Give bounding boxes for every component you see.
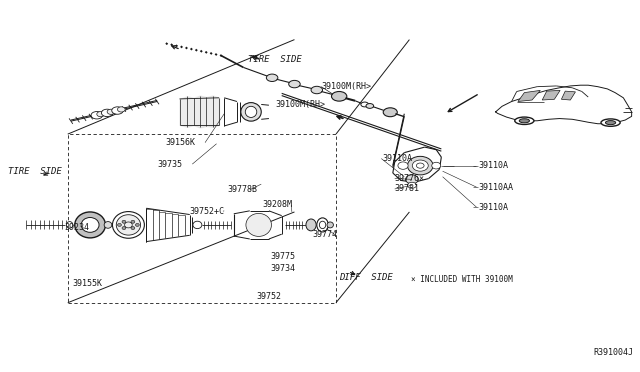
Text: R391004J: R391004J <box>593 348 633 357</box>
Ellipse shape <box>118 224 122 227</box>
Ellipse shape <box>246 214 271 236</box>
Ellipse shape <box>332 92 347 101</box>
Text: 39776×: 39776× <box>395 174 425 183</box>
Text: 39156K: 39156K <box>166 138 195 147</box>
Ellipse shape <box>241 103 261 121</box>
Ellipse shape <box>327 222 333 228</box>
Polygon shape <box>518 90 540 102</box>
Ellipse shape <box>97 112 104 117</box>
Text: TIRE  SIDE: TIRE SIDE <box>8 167 62 176</box>
Ellipse shape <box>601 119 620 126</box>
Ellipse shape <box>131 227 135 230</box>
Text: DIFF  SIDE: DIFF SIDE <box>339 273 393 282</box>
Text: 39155K: 39155K <box>72 279 102 288</box>
Ellipse shape <box>112 107 124 114</box>
Text: 39752: 39752 <box>256 292 281 301</box>
Ellipse shape <box>266 74 278 81</box>
Ellipse shape <box>122 220 126 223</box>
Text: 39110AA: 39110AA <box>478 183 513 192</box>
Text: 39110A: 39110A <box>478 203 508 212</box>
Text: 39775: 39775 <box>270 252 295 261</box>
Ellipse shape <box>67 222 73 228</box>
Text: 39100M(RH>: 39100M(RH> <box>321 82 371 91</box>
Ellipse shape <box>104 222 112 228</box>
Text: 39774: 39774 <box>312 230 337 240</box>
Ellipse shape <box>136 224 140 227</box>
Text: 39110A: 39110A <box>383 154 413 163</box>
Text: 39735: 39735 <box>158 160 183 169</box>
Ellipse shape <box>398 162 408 169</box>
Text: 39734: 39734 <box>270 264 295 273</box>
Text: 39110A: 39110A <box>478 161 508 170</box>
Polygon shape <box>561 91 575 100</box>
Text: 39208M: 39208M <box>262 201 292 209</box>
Ellipse shape <box>245 106 257 118</box>
Ellipse shape <box>432 162 441 169</box>
Ellipse shape <box>306 219 316 231</box>
Text: 39781: 39781 <box>395 185 420 193</box>
Ellipse shape <box>81 218 99 232</box>
Ellipse shape <box>408 156 433 175</box>
Ellipse shape <box>317 218 328 232</box>
Text: 39100M(RH>: 39100M(RH> <box>275 100 325 109</box>
Ellipse shape <box>113 212 145 238</box>
Ellipse shape <box>193 221 202 229</box>
Text: 39752+C: 39752+C <box>189 207 225 216</box>
Ellipse shape <box>361 102 369 107</box>
Ellipse shape <box>116 215 141 235</box>
Ellipse shape <box>408 182 417 188</box>
Ellipse shape <box>122 227 126 230</box>
Bar <box>68 134 336 303</box>
Ellipse shape <box>131 220 135 223</box>
Ellipse shape <box>91 112 102 119</box>
Ellipse shape <box>519 119 529 123</box>
Ellipse shape <box>311 86 323 94</box>
Ellipse shape <box>412 160 428 171</box>
Text: 39234: 39234 <box>65 223 90 232</box>
Ellipse shape <box>406 175 419 184</box>
Ellipse shape <box>101 109 113 116</box>
Ellipse shape <box>107 109 115 114</box>
Polygon shape <box>542 90 560 100</box>
Text: TIRE  SIDE: TIRE SIDE <box>248 55 302 64</box>
Text: × INCLUDED WITH 39100M: × INCLUDED WITH 39100M <box>411 275 513 284</box>
Ellipse shape <box>515 117 534 125</box>
Ellipse shape <box>605 121 616 125</box>
Ellipse shape <box>383 108 397 117</box>
Ellipse shape <box>118 107 125 112</box>
Ellipse shape <box>75 212 106 238</box>
Ellipse shape <box>289 80 300 88</box>
Text: 39778B: 39778B <box>227 185 257 194</box>
Ellipse shape <box>366 103 374 108</box>
